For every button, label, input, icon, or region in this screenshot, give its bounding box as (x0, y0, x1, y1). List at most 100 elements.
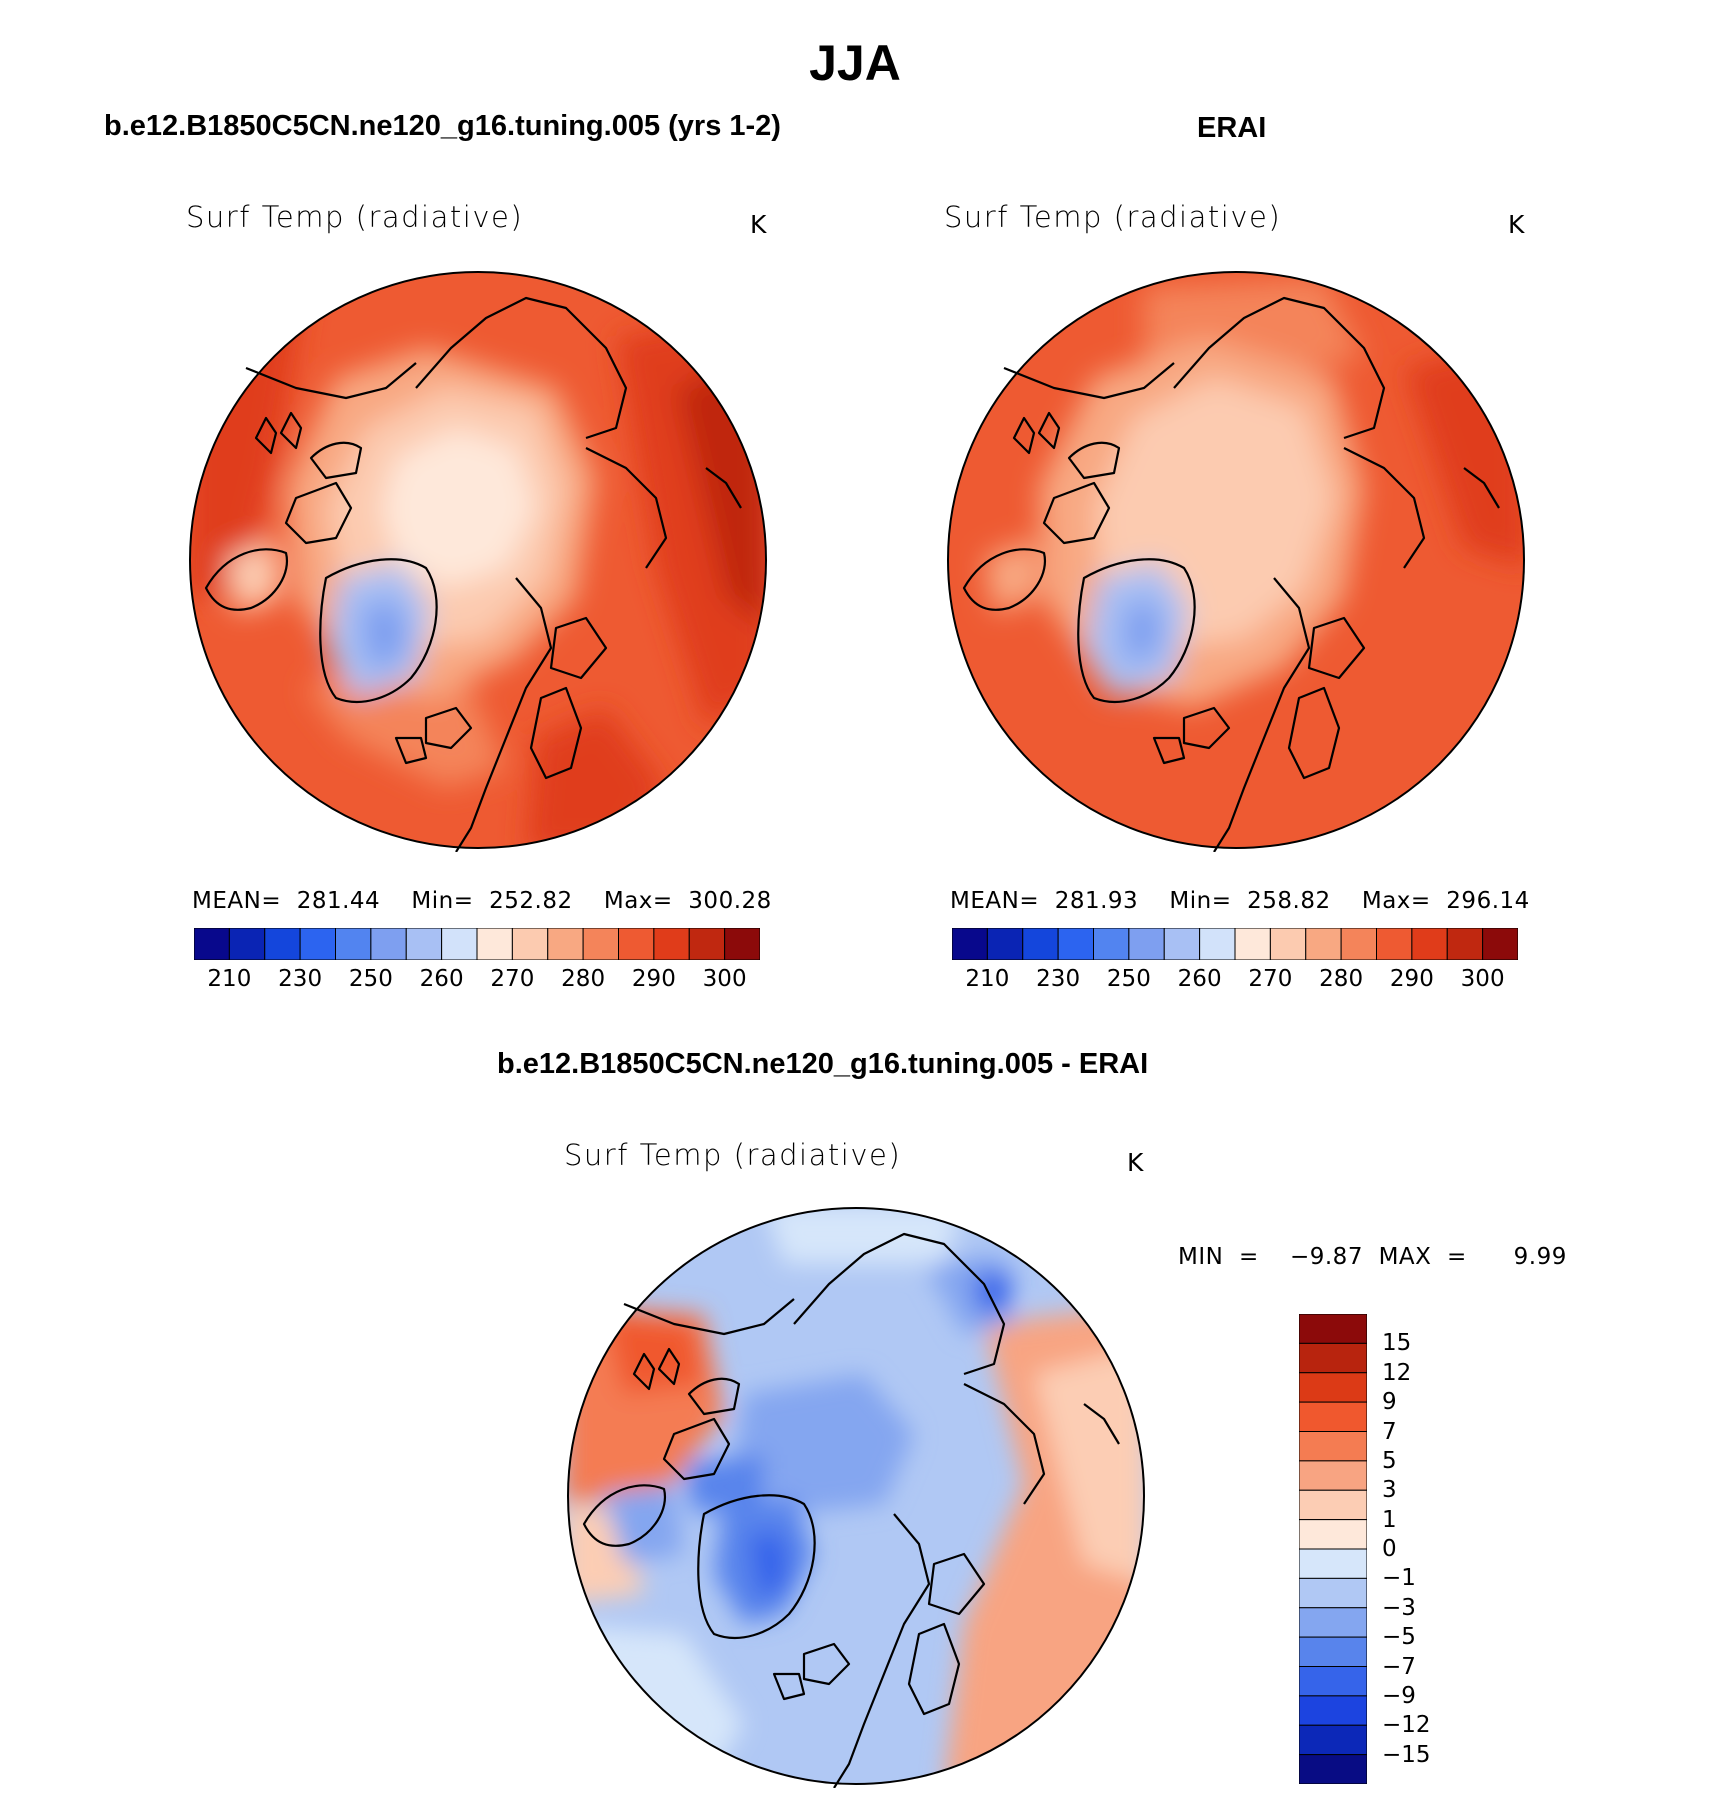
colorbar-swatch (582, 927, 619, 961)
colorbar-swatch (1093, 927, 1130, 961)
colorbar-swatch (1199, 927, 1236, 961)
colorbar-tick: −5 (1382, 1624, 1416, 1651)
colorbar-tick: 270 (1248, 966, 1293, 992)
panel-1-colorbar-ticks: 210 230 250 260 270 280 290 300 (194, 966, 760, 996)
colorbar-swatch (1298, 1636, 1368, 1667)
colorbar-tick: 250 (348, 966, 393, 992)
colorbar-swatch (724, 927, 761, 961)
colorbar-swatch (1298, 1489, 1368, 1521)
colorbar-tick: 280 (561, 966, 606, 992)
colorbar-tick: 7 (1382, 1418, 1397, 1445)
panel-1-stats: MEAN= 281.44 Min= 252.82 Max= 300.28 (192, 888, 772, 914)
colorbar-tick: 9 (1382, 1389, 1397, 1416)
panel-3-polar-map (564, 1204, 1148, 1793)
colorbar-swatch (618, 927, 655, 961)
colorbar-tick: 230 (278, 966, 323, 992)
colorbar-tick: 290 (1389, 966, 1434, 992)
colorbar-swatch (370, 927, 407, 961)
colorbar-tick: 210 (965, 966, 1010, 992)
panel-1-coastlines (204, 296, 742, 853)
colorbar-swatch (441, 927, 478, 961)
panel-1-temperature-field (190, 272, 766, 848)
panel-2-colorbar-ticks: 210 230 250 260 270 280 290 300 (952, 966, 1518, 996)
colorbar-swatch (1298, 1607, 1368, 1638)
colorbar-tick: 290 (631, 966, 676, 992)
colorbar-tick: 0 (1382, 1536, 1397, 1562)
panel-2-variable-title: Surf Temp (radiative) (944, 200, 1282, 234)
colorbar-swatch (1298, 1342, 1368, 1374)
figure-title: JJA (809, 35, 901, 91)
colorbar-swatch (1298, 1519, 1368, 1550)
colorbar-tick: −12 (1382, 1712, 1431, 1739)
colorbar-swatch (1376, 927, 1413, 961)
colorbar-swatch (335, 927, 372, 961)
colorbar-tick: 3 (1382, 1477, 1397, 1504)
colorbar-swatch (1269, 927, 1307, 961)
colorbar-swatch (1340, 927, 1377, 961)
colorbar-swatch (1057, 927, 1094, 961)
colorbar-tick: 300 (702, 966, 747, 992)
colorbar-tick: 250 (1106, 966, 1151, 992)
colorbar-tick: 260 (1177, 966, 1222, 992)
colorbar-tick: 300 (1460, 966, 1505, 992)
colorbar-swatch (1305, 927, 1342, 961)
colorbar-swatch (1298, 1754, 1368, 1785)
panel-1-colorbar (193, 927, 761, 965)
colorbar-swatch (688, 927, 726, 961)
colorbar-swatch (951, 927, 988, 961)
colorbar-tick: 230 (1036, 966, 1081, 992)
colorbar-tick: 210 (207, 966, 252, 992)
colorbar-tick: 1 (1382, 1506, 1397, 1533)
colorbar-tick: 280 (1319, 966, 1364, 992)
panel-3-units: K (1127, 1148, 1144, 1177)
colorbar-tick: 260 (419, 966, 464, 992)
colorbar-tick: 5 (1382, 1447, 1397, 1474)
colorbar-swatch (299, 927, 336, 961)
colorbar-swatch (1234, 927, 1271, 961)
colorbar-swatch (1128, 927, 1165, 961)
colorbar-swatch (547, 927, 584, 961)
colorbar-tick: −9 (1382, 1682, 1416, 1709)
colorbar-swatch (1298, 1313, 1368, 1344)
colorbar-swatch (1298, 1401, 1368, 1432)
colorbar-swatch (228, 927, 266, 961)
panel-2-stats: MEAN= 281.93 Min= 258.82 Max= 296.14 (950, 888, 1530, 914)
colorbar-tick: −1 (1382, 1565, 1416, 1592)
colorbar-swatch (1298, 1724, 1368, 1756)
colorbar-swatch (653, 927, 690, 961)
colorbar-swatch (1446, 927, 1484, 961)
colorbar-swatch (405, 927, 443, 961)
panel-2-polar-map (944, 268, 1528, 857)
colorbar-swatch (1298, 1666, 1368, 1697)
panel-2-case-title: ERAI (1197, 112, 1267, 144)
colorbar-swatch (511, 927, 549, 961)
panel-3-difference-field (568, 1208, 1144, 1784)
panel-3-colorbar (1298, 1313, 1368, 1789)
colorbar-tick: −7 (1382, 1653, 1416, 1680)
colorbar-swatch (1298, 1372, 1368, 1403)
colorbar-swatch (476, 927, 513, 961)
colorbar-tick: −3 (1382, 1594, 1416, 1621)
colorbar-swatch (1298, 1577, 1368, 1609)
panel-3-variable-title: Surf Temp (radiative) (564, 1138, 902, 1172)
panel-2-units: K (1508, 210, 1525, 239)
colorbar-swatch (264, 927, 301, 961)
panel-3-case-title: b.e12.B1850C5CN.ne120_g16.tuning.005 - E… (497, 1048, 1149, 1080)
colorbar-swatch (193, 927, 230, 961)
colorbar-swatch (1482, 927, 1519, 961)
colorbar-swatch (1298, 1548, 1368, 1579)
panel-3-coastlines (582, 1232, 1120, 1789)
panel-2-temperature-field (948, 272, 1524, 848)
panel-2-coastlines (962, 296, 1500, 853)
colorbar-tick: −15 (1382, 1741, 1431, 1768)
colorbar-tick: 15 (1382, 1330, 1412, 1357)
colorbar-swatch (1411, 927, 1448, 961)
panel-2-colorbar (951, 927, 1519, 965)
panel-1-units: K (750, 210, 767, 239)
panel-1-variable-title: Surf Temp (radiative) (186, 200, 524, 234)
colorbar-tick: 12 (1382, 1359, 1412, 1386)
panel-1-case-title: b.e12.B1850C5CN.ne120_g16.tuning.005 (yr… (104, 110, 781, 142)
colorbar-swatch (1298, 1460, 1368, 1491)
colorbar-swatch (1022, 927, 1059, 961)
colorbar-tick: 270 (490, 966, 535, 992)
